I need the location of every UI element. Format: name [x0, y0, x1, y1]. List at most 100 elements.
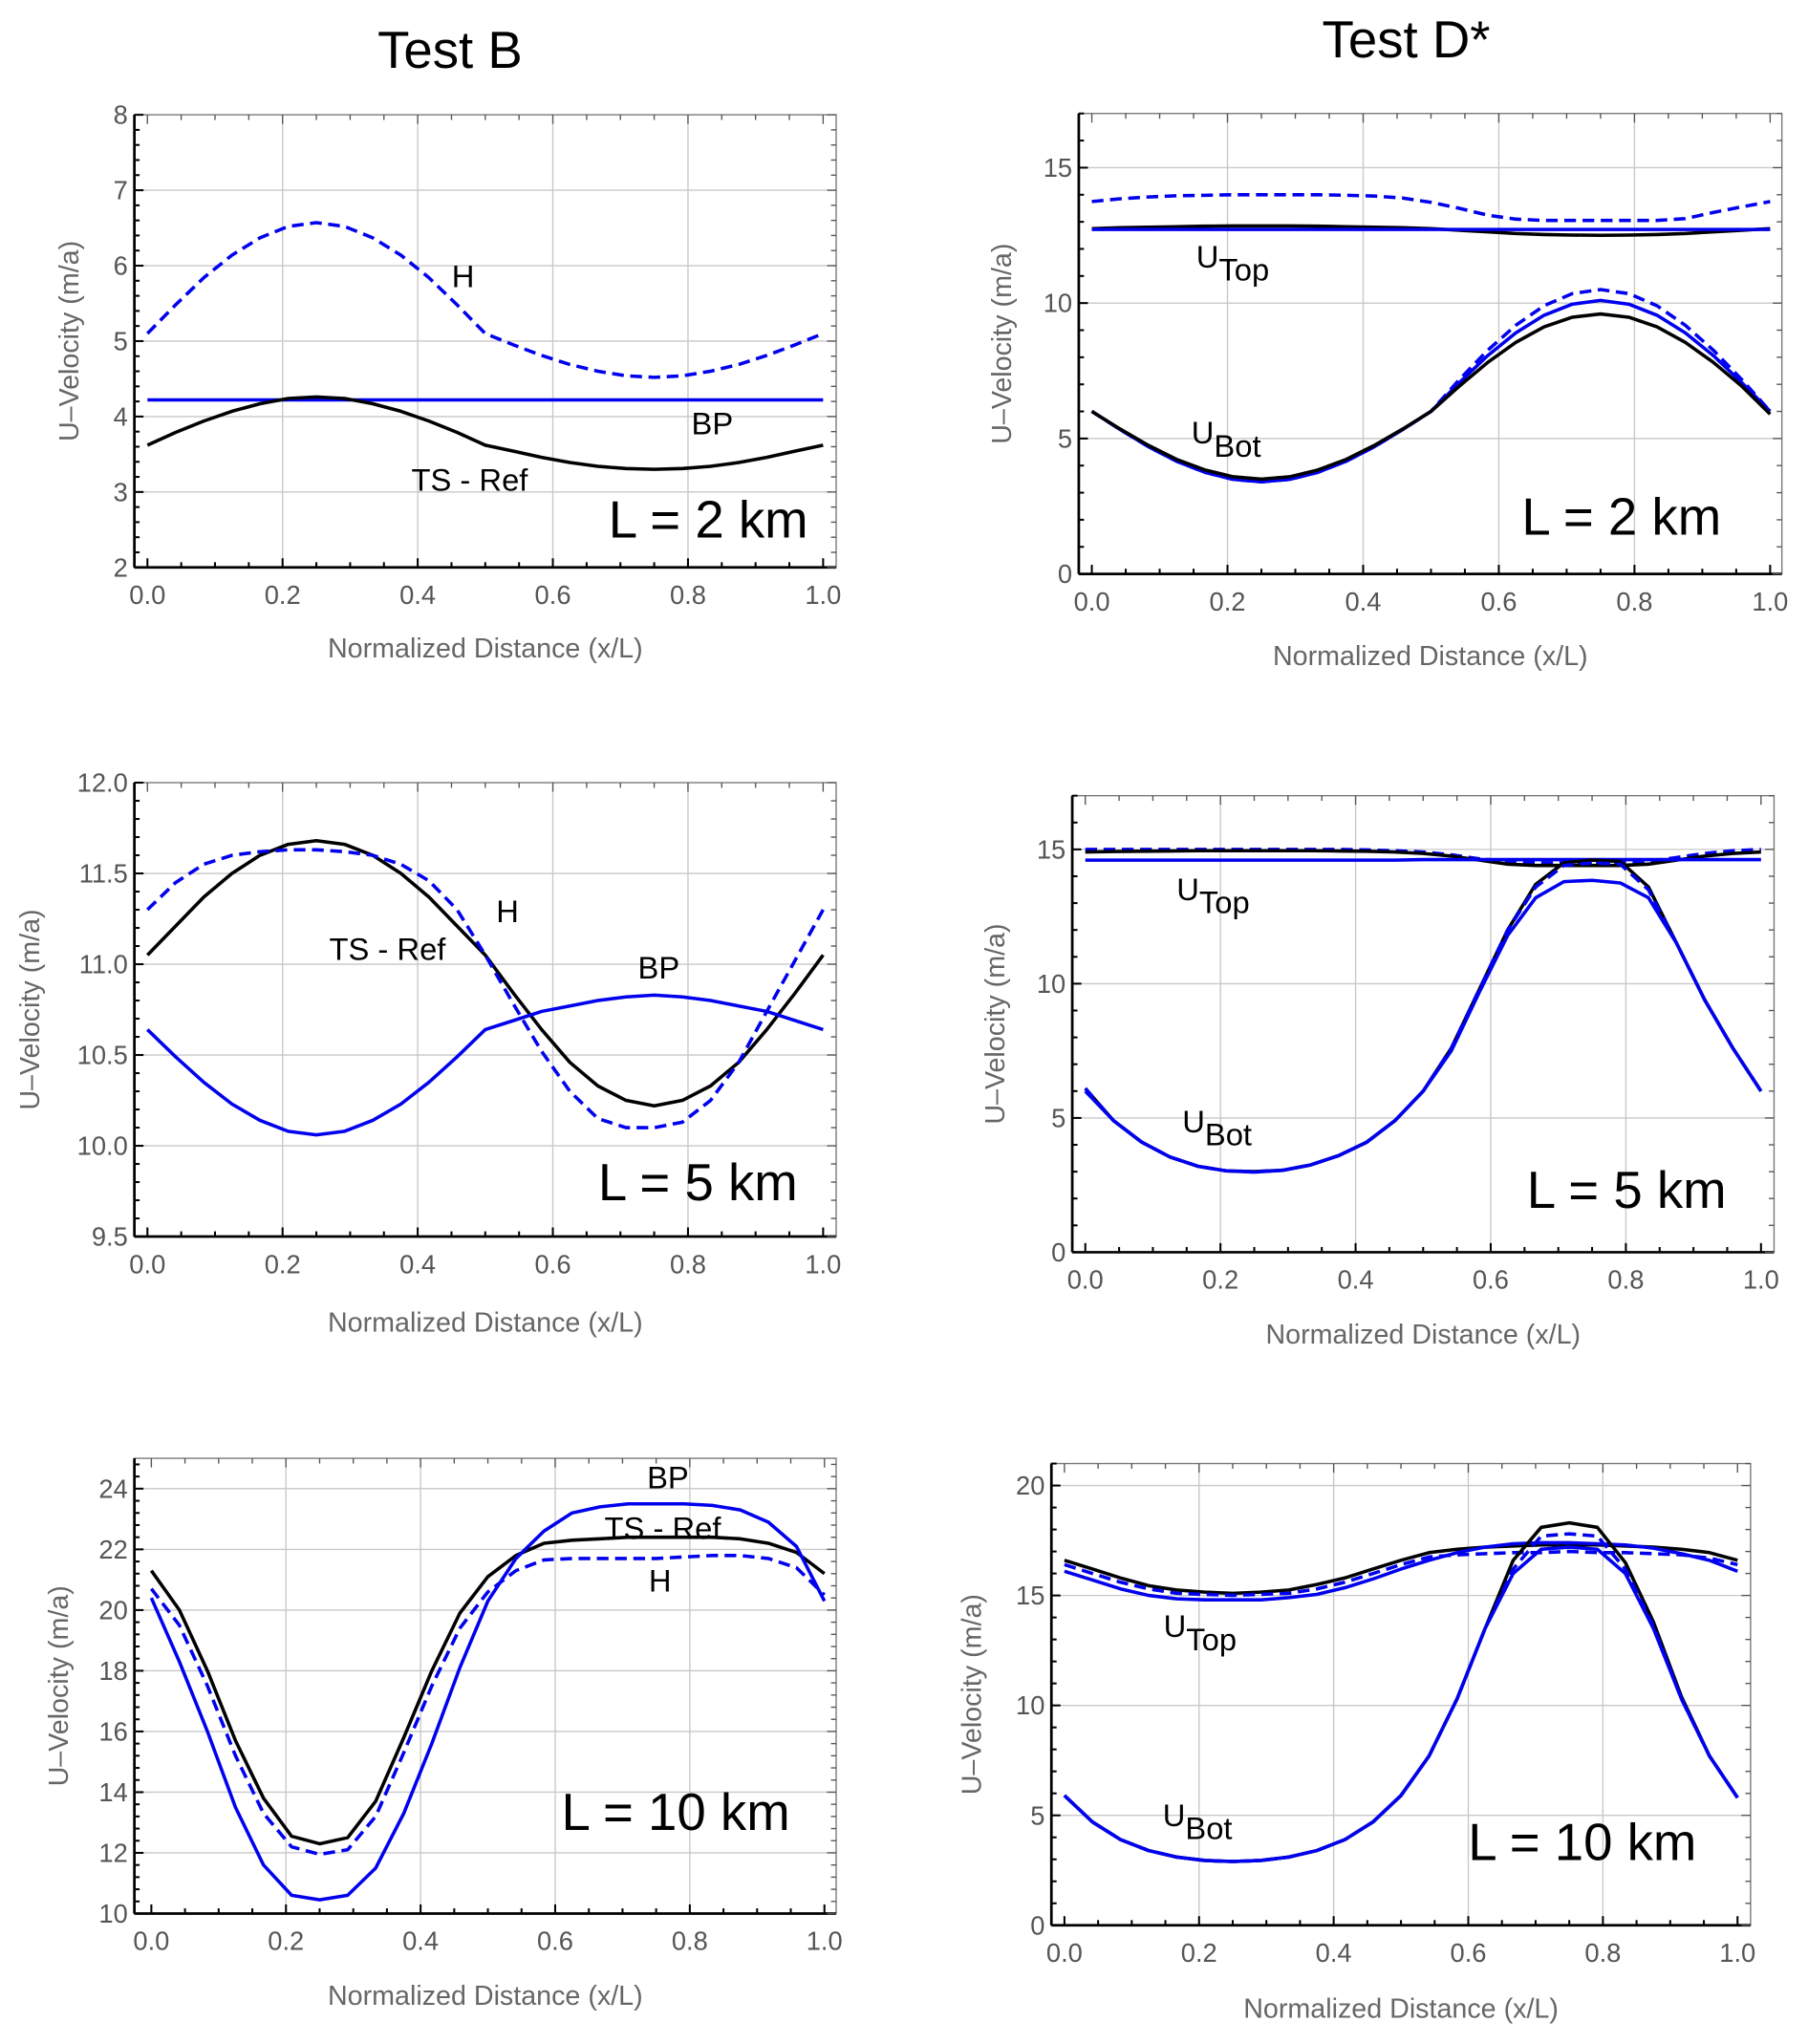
y-tick-label: 10.5	[77, 1041, 128, 1070]
chart-panel-3: 0.0 0.2 0.4 0.6 0.8 1.0 9.5 10.0 10.5 11.0 11.5 12.…	[15, 768, 841, 1339]
chart-panel-2: 0.0 0.2 0.4 0.6 0.8 1.0 0 5 10 15 Normalized Dista…	[987, 112, 1788, 672]
annotation-label: TS - Ref	[411, 462, 528, 497]
annotation-label: BP	[638, 950, 680, 985]
y-tick-label: 10	[1044, 289, 1072, 318]
series-line-u-top-blue	[1085, 857, 1761, 862]
y-tick-label: 5	[1058, 423, 1072, 453]
annotation-text: TS - Ref	[605, 1511, 722, 1546]
y-axis-label: U–Velocity (m/a)	[987, 244, 1018, 444]
y-axis-label: U–Velocity (m/a)	[44, 1585, 75, 1786]
series-line-u-top-blue	[1064, 1540, 1738, 1602]
annotation-subscript: Top	[1218, 251, 1269, 287]
series-line-ts-ref	[146, 838, 825, 1108]
x-tick-label: 0.4	[399, 1249, 436, 1279]
y-tick-label: 10	[1037, 969, 1065, 999]
y-tick-label: 0	[1058, 559, 1072, 589]
y-tick-label: 8	[114, 100, 128, 130]
x-tick-label: 0.4	[399, 580, 436, 610]
x-tick-label: 1.0	[1752, 587, 1788, 616]
x-tick-label: 0.6	[1480, 587, 1517, 616]
x-tick-label: 0.8	[670, 1249, 706, 1279]
y-tick-label: 0	[1051, 1237, 1065, 1267]
annotation-text: L = 2 km	[609, 490, 808, 549]
x-tick-label: 1.0	[1743, 1265, 1779, 1295]
y-axis-label: U–Velocity (m/a)	[54, 241, 85, 441]
x-tick-label: 0.8	[670, 580, 706, 610]
y-axis-label: U–Velocity (m/a)	[980, 923, 1011, 1124]
x-tick-label: 0.2	[265, 1249, 301, 1279]
series-line-u-bot-blue	[1090, 298, 1772, 484]
series-line-u-top-black	[1085, 849, 1761, 868]
annotation-text: U	[1163, 1797, 1186, 1833]
x-tick-label: 0.8	[1584, 1938, 1621, 1968]
series-line-h	[146, 221, 825, 379]
annotation-text: U	[1192, 415, 1215, 450]
y-tick-label: 15	[1044, 153, 1072, 183]
x-tick-label: 0.0	[129, 580, 165, 610]
x-tick-label: 0.4	[1345, 587, 1382, 616]
annotation-text: TS - Ref	[329, 932, 446, 967]
x-tick-label: 1.0	[805, 1249, 841, 1279]
x-tick-label: 0.6	[537, 1926, 573, 1956]
y-tick-label: 20	[1016, 1471, 1044, 1500]
annotation-text: BP	[638, 950, 680, 985]
chart-panel-6: 0.0 0.2 0.4 0.6 0.8 1.0 0 5 10 15 20 Normalized Dis…	[958, 1462, 1755, 2025]
annotation-text: L = 5 km	[1527, 1161, 1727, 1219]
annotation-text: L = 2 km	[1521, 488, 1721, 547]
y-tick-label: 5	[114, 327, 128, 356]
series-line-bp	[146, 993, 824, 1137]
annotation-label: UTop	[1196, 239, 1269, 288]
annotation-label: L = 2 km	[1521, 488, 1721, 547]
y-tick-label: 0	[1030, 1910, 1044, 1940]
y-axis-label: U–Velocity (m/a)	[15, 909, 46, 1109]
y-tick-label: 4	[114, 401, 128, 431]
annotation-subscript: Bot	[1185, 1811, 1232, 1846]
annotation-label: H	[496, 893, 519, 929]
x-axis-label: Normalized Distance (x/L)	[1273, 641, 1588, 672]
x-axis-label: Normalized Distance (x/L)	[328, 1308, 643, 1339]
annotation-text: BP	[647, 1459, 689, 1495]
annotation-label: H	[649, 1562, 672, 1598]
column-title-test-d: Test D*	[1323, 11, 1491, 69]
annotation-label: UBot	[1182, 1104, 1252, 1152]
y-axis-label: U–Velocity (m/a)	[958, 1594, 988, 1795]
series-line-bp	[149, 1501, 827, 1902]
series-line-u-top-dashed	[1064, 1549, 1738, 1598]
y-tick-label: 14	[98, 1777, 127, 1807]
x-tick-label: 0.4	[1316, 1938, 1352, 1968]
y-tick-label: 10	[98, 1899, 127, 1928]
annotation-text: L = 5 km	[598, 1153, 798, 1212]
y-tick-label: 7	[114, 176, 128, 205]
annotation-text: U	[1196, 239, 1219, 274]
x-axis-label: Normalized Distance (x/L)	[1243, 1994, 1559, 2025]
series-line-u-bot-black	[1090, 312, 1772, 482]
y-tick-label: 6	[114, 251, 128, 281]
plot-frame	[133, 1457, 837, 1915]
chart-panel-4: 0.0 0.2 0.4 0.6 0.8 1.0 0 5 10 15 Normalized Dista…	[980, 794, 1779, 1350]
annotation-text: U	[1164, 1608, 1187, 1644]
x-axis-label: Normalized Distance (x/L)	[328, 1981, 643, 2012]
x-tick-label: 0.8	[672, 1926, 708, 1956]
x-axis-label: Normalized Distance (x/L)	[1265, 1320, 1581, 1350]
y-tick-label: 12	[98, 1839, 127, 1868]
annotation-subscript: Top	[1186, 1622, 1237, 1657]
annotation-label: UBot	[1163, 1797, 1233, 1846]
chart-panel-5: 0.0 0.2 0.4 0.6 0.8 1.0 10 12 14 16 18 20 22 24 Normal…	[44, 1457, 843, 2012]
annotation-subscript: Bot	[1205, 1116, 1252, 1151]
series-line-h	[149, 1554, 826, 1857]
series-line-u-top-dashed	[1091, 193, 1771, 223]
x-axis-label: Normalized Distance (x/L)	[328, 634, 643, 664]
annotation-text: H	[452, 258, 475, 293]
x-tick-label: 0.0	[1067, 1265, 1104, 1295]
x-tick-label: 0.2	[1202, 1265, 1238, 1295]
column-title-test-b: Test B	[377, 21, 523, 79]
x-tick-label: 1.0	[807, 1926, 843, 1956]
annotation-label: H	[452, 258, 475, 293]
x-tick-label: 0.2	[1210, 587, 1246, 616]
series-line-ts-ref	[149, 1535, 826, 1846]
y-tick-label: 15	[1037, 834, 1065, 864]
y-tick-label: 20	[98, 1595, 127, 1624]
x-tick-label: 1.0	[1719, 1938, 1755, 1968]
x-tick-label: 1.0	[805, 580, 841, 610]
